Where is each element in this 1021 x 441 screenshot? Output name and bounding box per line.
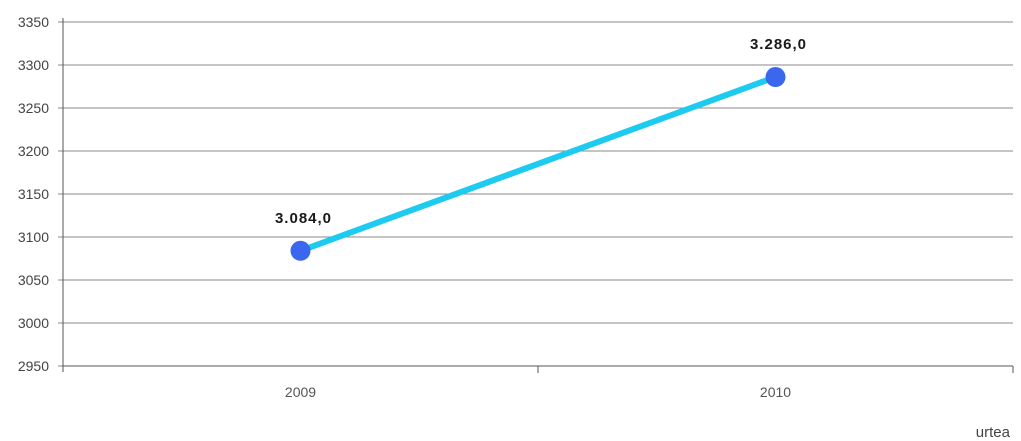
x-axis-title: urtea (976, 424, 1011, 441)
y-tick-label: 3150 (18, 186, 49, 202)
y-tick-label: 3250 (18, 100, 49, 116)
series-line-path (297, 74, 779, 254)
data-point (290, 240, 311, 261)
y-tick-label: 3000 (18, 315, 49, 331)
y-tick-label: 3200 (18, 143, 49, 159)
data-label: 3.286,0 (750, 36, 807, 53)
y-tick-label: 3350 (18, 14, 49, 30)
series-line (297, 74, 779, 254)
x-axis: 2009 2010 (62, 18, 1014, 400)
data-labels: 3.084,0 3.286,0 (275, 36, 807, 227)
x-tick-label: 2010 (760, 384, 791, 400)
data-points (290, 67, 786, 261)
x-tick-label: 2009 (285, 384, 316, 400)
y-tick-label: 3100 (18, 229, 49, 245)
y-tick-label: 3300 (18, 57, 49, 73)
y-axis-ticks: 3350 3300 3250 3200 3150 3100 3050 3000 2950 (18, 14, 49, 374)
y-tick-label: 2950 (18, 358, 49, 374)
gridlines (58, 21, 1013, 367)
data-point (765, 67, 786, 88)
data-label: 3.084,0 (275, 210, 332, 227)
y-tick-label: 3050 (18, 272, 49, 288)
